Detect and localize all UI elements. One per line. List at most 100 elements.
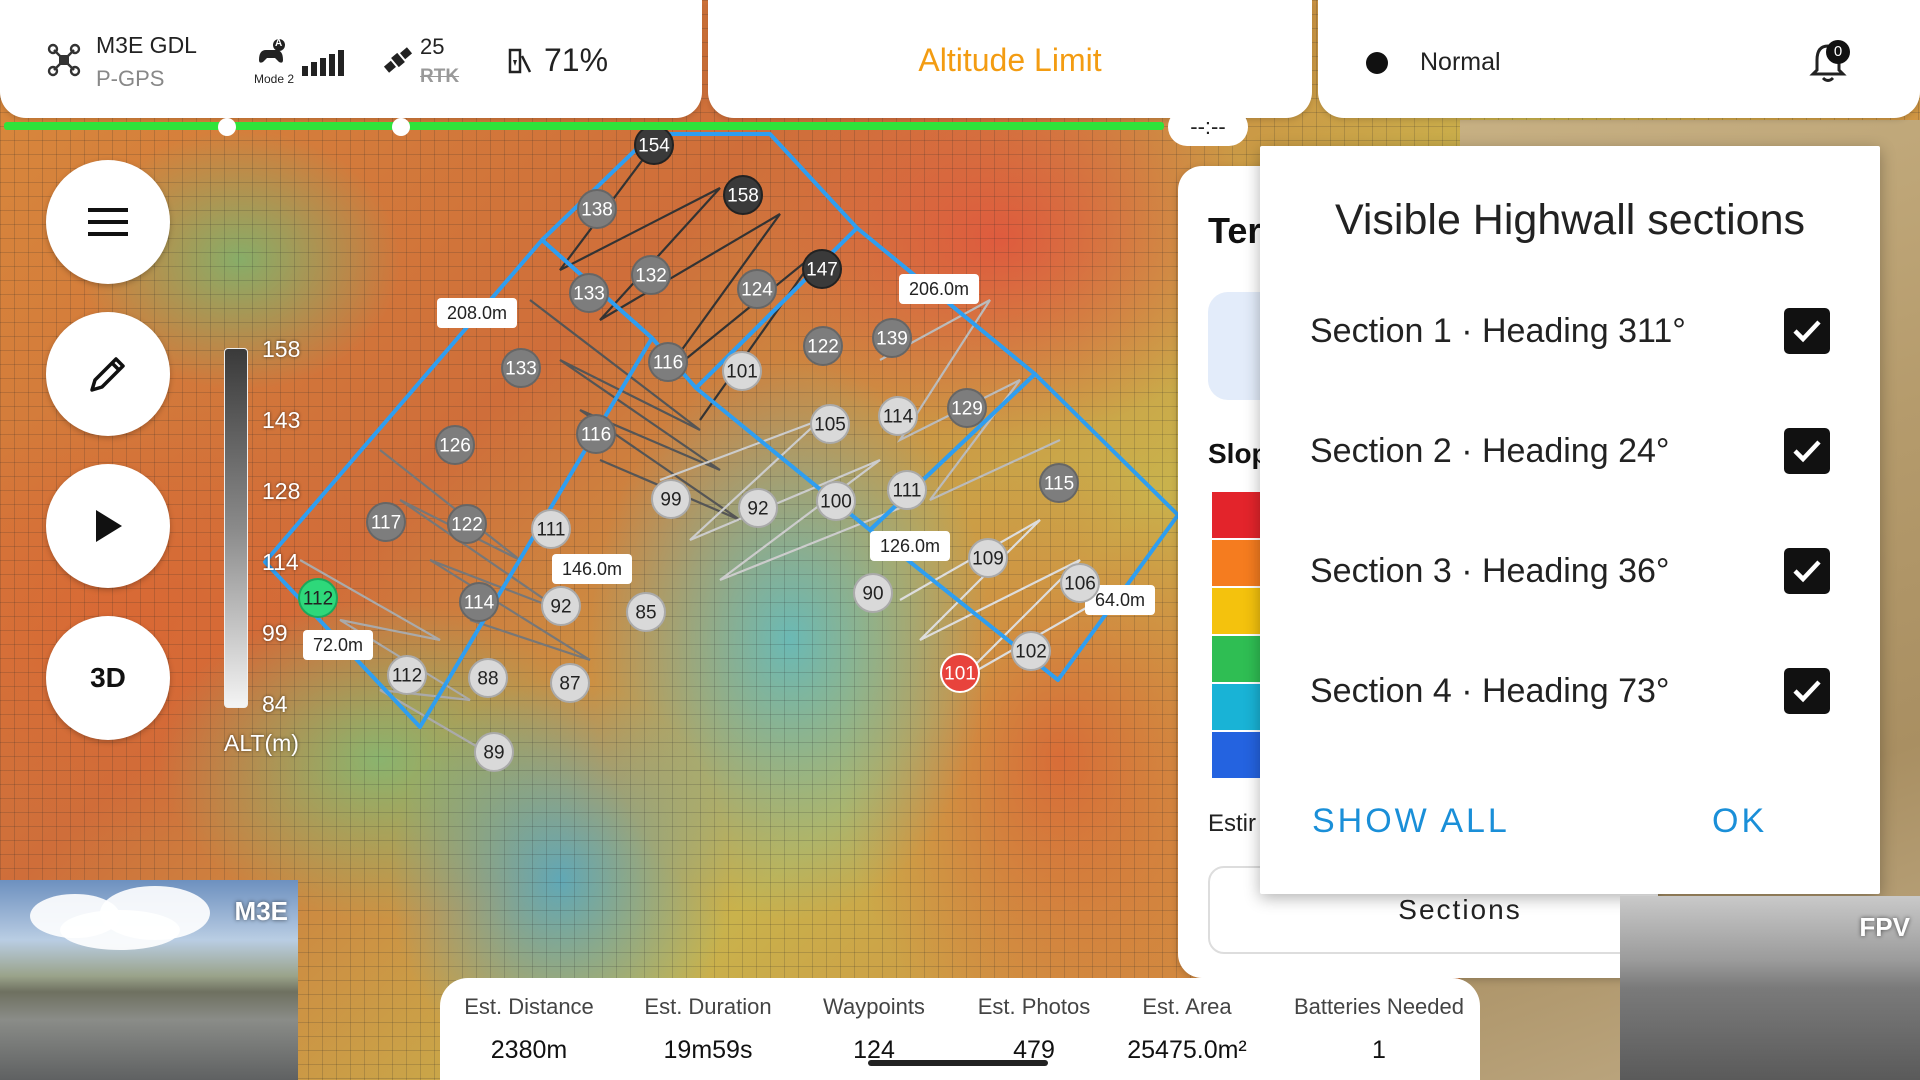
waypoint-marker[interactable]: 101 [722,351,762,391]
waypoint-marker[interactable]: 124 [737,269,777,309]
remote-controller-icon[interactable] [256,38,286,68]
stat-value: 2380m [490,1036,568,1064]
waypoint-marker[interactable]: 122 [447,504,487,544]
waypoint-circle [501,348,541,388]
waypoint-marker[interactable]: 158 [723,175,763,215]
waypoint-marker[interactable]: 92 [541,586,581,626]
waypoint-marker[interactable]: 111 [887,470,927,510]
waypoint-marker[interactable]: 117 [366,502,406,542]
waypoint-marker[interactable]: 109 [968,538,1008,578]
section-label: Section 1 · Heading 311° [1310,312,1686,350]
stat-label: Waypoints [823,994,925,1019]
waypoint-marker[interactable]: 87 [550,663,590,703]
main-camera-thumbnail[interactable]: M3E [0,880,298,1080]
waypoint-label: 92 [550,597,571,618]
waypoint-marker[interactable]: 147 [802,249,842,289]
show-all-button[interactable]: SHOW ALL [1312,802,1510,840]
slope-legend-title: Slop [1208,438,1269,469]
waypoint-marker[interactable]: 132 [631,255,671,295]
section-4-checkbox[interactable] [1784,668,1830,714]
stat-value: 1 [1372,1036,1386,1064]
waypoint-marker[interactable]: 129 [947,388,987,428]
waypoint-marker[interactable]: 85 [626,592,666,632]
rtk-status: RTK [420,66,460,87]
waypoint-label: 124 [741,280,773,301]
drone-icon[interactable] [46,42,82,78]
status-panel-right: Normal 0 [1318,0,1920,118]
rc-badge: A [275,38,283,49]
3d-view-button[interactable]: 3D [46,616,170,740]
waypoint-marker[interactable]: 126 [435,425,475,465]
waypoint-circle [550,663,590,703]
section-1-checkbox[interactable] [1784,308,1830,354]
waypoint-marker[interactable]: 111 [531,509,571,549]
distance-label: 208.0m [437,298,517,328]
section-2-checkbox[interactable] [1784,428,1830,474]
edit-button[interactable] [46,312,170,436]
fpv-camera-thumbnail[interactable]: FPV [1620,896,1920,1080]
fpv-camera-label: FPV [1859,912,1910,942]
waypoint-label: 158 [727,186,759,207]
waypoint-marker[interactable]: 133 [569,273,609,313]
waypoint-marker[interactable]: 114 [878,396,918,436]
waypoint-label: 138 [581,200,613,221]
distance-label-bg [1085,585,1155,615]
waypoint-marker[interactable]: 112 [387,655,427,695]
waypoint-marker[interactable]: 112 [298,578,338,618]
distance-label-bg [303,630,373,660]
satellite-icon[interactable] [382,44,414,76]
waypoint-label: 126 [439,436,471,457]
waypoint-marker[interactable]: 106 [1060,563,1100,603]
section-row-3[interactable]: Section 3 · Heading 36° [1310,542,1830,602]
waypoint-marker[interactable]: 102 [1011,631,1051,671]
waypoint-marker[interactable]: 88 [468,658,508,698]
play-button[interactable] [46,464,170,588]
progress-marker[interactable] [392,118,410,136]
waypoint-label: 132 [635,266,667,287]
stat-est-distance: Est. Distance 2380m [444,994,614,1065]
altitude-tick: 84 [262,691,288,717]
waypoint-marker[interactable]: 115 [1039,463,1079,503]
waypoint-marker[interactable]: 154 [634,125,674,165]
rc-mode: Mode 2 [254,72,295,86]
waypoint-circle [810,404,850,444]
section-3-checkbox[interactable] [1784,548,1830,594]
waypoint-marker[interactable]: 100 [816,481,856,521]
altitude-limit-title: Altitude Limit [918,42,1102,78]
battery-icon[interactable] [506,46,532,76]
menu-button[interactable] [46,160,170,284]
waypoint-marker[interactable]: 114 [459,582,499,622]
waypoint-marker[interactable]: 89 [474,732,514,772]
waypoint-marker[interactable]: 90 [853,573,893,613]
section-row-4[interactable]: Section 4 · Heading 73° [1310,662,1830,722]
home-indicator[interactable] [868,1060,1048,1066]
waypoint-label: 122 [451,515,483,536]
waypoint-label: 90 [862,584,883,605]
waypoint-label: 129 [951,399,983,420]
waypoint-marker[interactable]: 116 [576,414,616,454]
waypoint-marker[interactable]: 105 [810,404,850,444]
waypoint-label: 133 [505,359,537,380]
section-row-1[interactable]: Section 1 · Heading 311° [1310,302,1830,362]
pencil-icon [90,357,125,392]
waypoint-marker[interactable]: 122 [803,326,843,366]
section-row-2[interactable]: Section 2 · Heading 24° [1310,422,1830,482]
waypoint-marker[interactable]: 99 [651,479,691,519]
progress-marker[interactable] [218,118,236,136]
waypoint-marker[interactable]: 139 [872,318,912,358]
time-readout: --:-- [1168,108,1248,146]
waypoint-circle [626,592,666,632]
sections-button-label[interactable]: Sections [1398,894,1522,925]
altitude-limit-panel[interactable]: Altitude Limit [708,0,1312,118]
waypoint-marker[interactable]: 133 [501,348,541,388]
waypoint-marker[interactable]: 116 [648,342,688,382]
waypoint-label: 133 [573,284,605,305]
waypoint-marker[interactable]: 92 [738,488,778,528]
waypoint-marker[interactable]: 138 [577,189,617,229]
waypoint-marker[interactable]: 101 [940,653,980,693]
altitude-tick: 99 [262,620,288,646]
waypoint-circle [459,582,499,622]
distance-label: 72.0m [303,630,373,660]
waypoint-circle [577,189,617,229]
ok-button[interactable]: OK [1712,802,1768,840]
